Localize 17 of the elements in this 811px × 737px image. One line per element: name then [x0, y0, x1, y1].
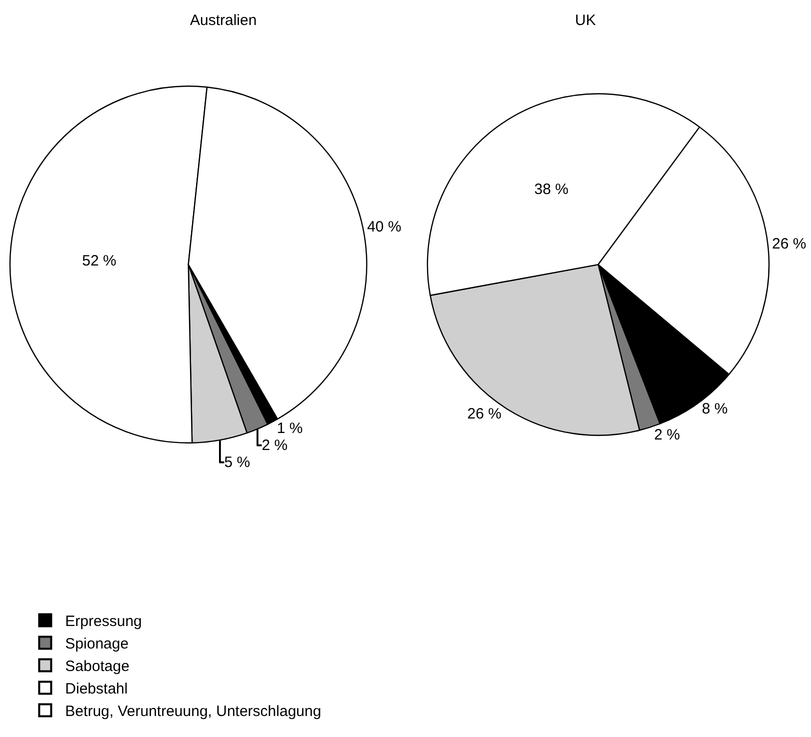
- legend-label: Spionage: [65, 636, 129, 653]
- data-label: 8 %: [702, 400, 728, 418]
- legend-label: Erpressung: [65, 613, 142, 630]
- data-label: 1 %: [276, 420, 303, 437]
- data-label: 26 %: [772, 236, 806, 253]
- data-label: 40 %: [367, 218, 402, 236]
- legend-label: Sabotage: [65, 658, 130, 676]
- data-label: 26 %: [467, 406, 502, 423]
- data-label: 38 %: [534, 180, 568, 198]
- data-label: 2 %: [654, 426, 680, 444]
- legend-label: Diebstahl: [65, 680, 128, 698]
- data-label: 2 %: [262, 436, 288, 454]
- data-label: 5 %: [224, 454, 250, 471]
- legend-label: Betrug, Veruntreuung, Unterschlagung: [65, 703, 322, 720]
- slice-label: Australien: [190, 12, 257, 29]
- data-label: 52 %: [82, 252, 116, 270]
- slice-label: UK: [575, 12, 596, 29]
